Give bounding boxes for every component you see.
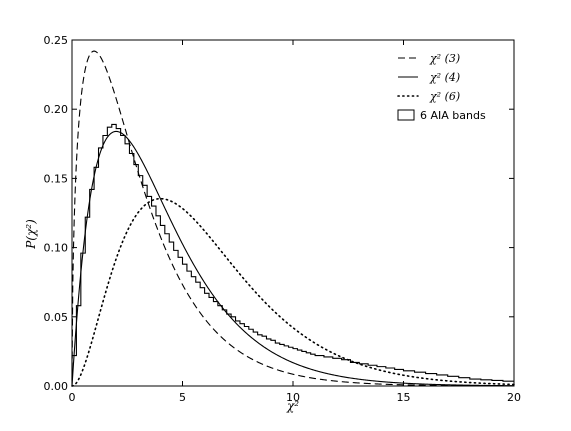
y-axis-label: P(χ²) xyxy=(24,219,38,250)
x-tick-label: 10 xyxy=(286,391,300,404)
y-axis: 0.00 0.05 0.10 0.15 0.20 0.25 xyxy=(44,34,514,393)
legend-label: χ² (3) xyxy=(429,52,460,65)
legend-item: χ² (4) xyxy=(398,71,460,84)
y-tick-label: 0.15 xyxy=(44,172,69,185)
legend-item: χ² (6) xyxy=(397,90,460,103)
series-line-chi2-4 xyxy=(71,130,515,387)
legend-item: 6 AIA bands xyxy=(397,109,486,122)
y-tick-label: 0.05 xyxy=(44,311,69,324)
legend: χ² (3) χ² (4) χ² (6) 6 AIA bands xyxy=(397,52,486,122)
y-tick-label: 0.00 xyxy=(44,380,69,393)
x-tick-label: 20 xyxy=(507,391,521,404)
y-tick-label: 0.25 xyxy=(44,34,69,47)
plot-curves xyxy=(71,50,515,387)
y-tick-label: 0.20 xyxy=(44,103,69,116)
legend-label: χ² (4) xyxy=(429,71,460,84)
x-axis-label: χ² xyxy=(286,399,299,413)
legend-swatch xyxy=(397,109,415,121)
legend-item: χ² (3) xyxy=(398,52,460,65)
x-axis: 0 5 10 15 20 xyxy=(69,40,521,404)
legend-label: χ² (6) xyxy=(429,90,460,103)
y-tick-label: 0.10 xyxy=(44,242,69,255)
x-tick-label: 0 xyxy=(69,391,76,404)
x-tick-label: 5 xyxy=(179,391,186,404)
series-line-chi2-6 xyxy=(71,197,515,387)
series-histogram-6-aia-bands xyxy=(71,123,514,386)
legend-label: 6 AIA bands xyxy=(420,109,486,122)
x-tick-label: 15 xyxy=(397,391,411,404)
series-line-chi2-3 xyxy=(71,50,514,387)
